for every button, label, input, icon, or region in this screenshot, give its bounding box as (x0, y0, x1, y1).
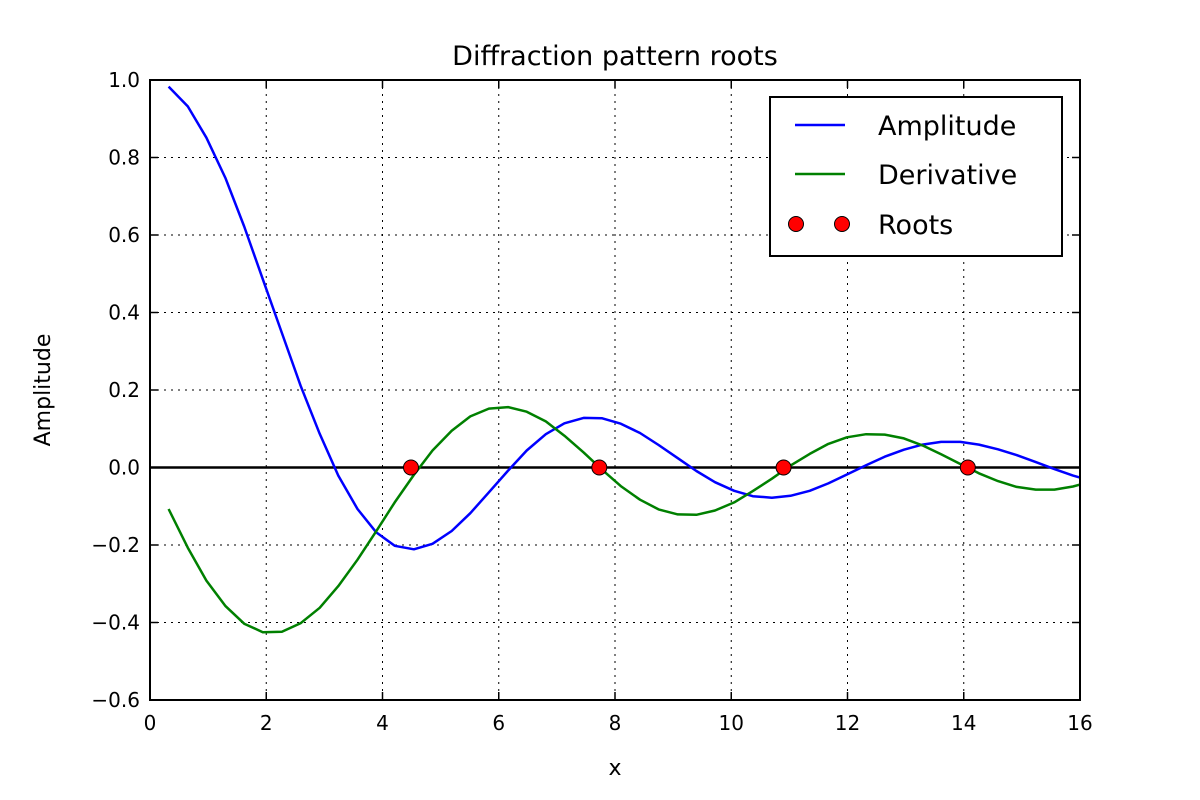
y-tick-label: 0.2 (108, 378, 140, 402)
x-tick-label: 6 (492, 711, 505, 735)
series-roots-point (402, 459, 419, 476)
series-roots-point (591, 459, 608, 476)
y-tick-label: 0.0 (108, 456, 140, 480)
legend-label-derivative: Derivative (878, 160, 1017, 191)
x-axis-title: x (608, 756, 621, 781)
y-tick-label: −0.2 (91, 533, 140, 557)
x-tick-label: 16 (1067, 711, 1092, 735)
x-tick-label: 14 (951, 711, 976, 735)
legend-box (769, 96, 1063, 257)
y-tick-label: 0.6 (108, 223, 140, 247)
legend-marker-roots-1 (788, 216, 804, 232)
y-tick-label: 0.8 (108, 146, 140, 170)
series-roots-point (775, 459, 792, 476)
x-tick-label: 0 (144, 711, 157, 735)
y-tick-label: −0.4 (91, 611, 140, 635)
series-derivative-line (167, 405, 1081, 634)
x-tick-label: 8 (609, 711, 622, 735)
y-tick-label: 1.0 (108, 68, 140, 92)
series-amplitude-line (167, 85, 1081, 551)
series-roots-point (959, 459, 976, 476)
x-tick-label: 10 (719, 711, 744, 735)
y-tick-label: 0.4 (108, 301, 140, 325)
y-tick-label: −0.6 (91, 688, 140, 712)
ticks: 0 2 4 6 8 10 12 14 16 −0.6 −0.4 −0.2 0.0 0.2 0.4 0.6 0.8… (91, 68, 1092, 735)
x-tick-label: 2 (260, 711, 273, 735)
x-tick-label: 4 (376, 711, 389, 735)
legend: Amplitude Derivative Roots (769, 96, 1063, 257)
x-tick-label: 12 (835, 711, 860, 735)
legend-marker-roots-2 (834, 216, 850, 232)
legend-label-amplitude: Amplitude (878, 111, 1016, 142)
y-axis-title: Amplitude (31, 334, 56, 447)
series-layer (167, 85, 1081, 634)
legend-label-roots: Roots (878, 210, 953, 241)
chart-title: Diffraction pattern roots (452, 41, 778, 72)
